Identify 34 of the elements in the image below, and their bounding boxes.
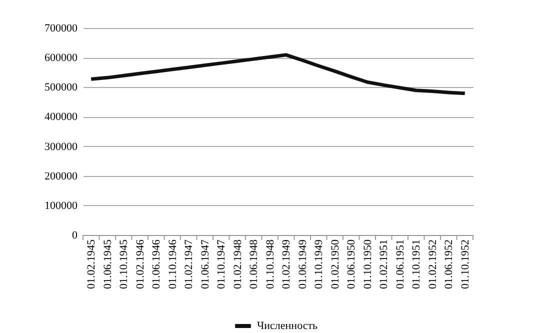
x-tick-label: 01.06.1948 [248,239,260,289]
line-series [89,53,467,96]
y-tick-label: 400000 [44,111,78,124]
x-tick-label: 01.06.1951 [394,240,406,289]
x-tick-label: 01.06.1945 [102,239,114,289]
x-tick-label: 01.10.1951 [410,240,423,289]
x-tick-label: 01.02.1949 [280,239,293,289]
x-tick-label: 01.10.1945 [118,239,130,289]
y-tick-label: 500000 [44,82,78,94]
x-tick-label: 01.02.1945 [86,239,98,289]
x-tick-label: 01.10.1948 [264,239,276,289]
x-tick-label: 01.06.1947 [199,239,212,289]
y-tick-label: 100000 [44,200,78,212]
y-tick-label: 0 [72,230,78,242]
x-tick-label: 01.10.1952 [459,240,472,289]
x-tick-label: 01.10.1950 [362,239,374,289]
x-tick-label: 01.02.1951 [378,240,390,289]
x-tick-label: 01.10.1946 [166,239,179,289]
x-tick-label: 01.02.1950 [329,239,342,289]
y-tick-label: 700000 [44,22,78,34]
x-tick-label: 01.02.1947 [183,239,196,289]
x-tick-label: 01.10.1949 [313,239,326,289]
y-tick-label: 200000 [44,170,78,182]
y-tick-label: 300000 [44,140,78,153]
y-tick-label: 600000 [44,52,78,64]
legend-label: Численность [257,320,318,332]
x-tick-label: 01.02.1948 [232,239,244,289]
x-tick-label: 01.10.1947 [216,239,228,289]
x-tick-label: 01.02.1946 [134,239,146,289]
x-tick-label: 01.06.1950 [346,239,358,289]
x-tick-label: 01.02.1952 [426,240,439,289]
x-tick-label: 01.06.1952 [443,240,456,289]
x-tick-label: 01.06.1946 [150,239,163,289]
x-tick-label: 01.06.1949 [296,239,309,289]
